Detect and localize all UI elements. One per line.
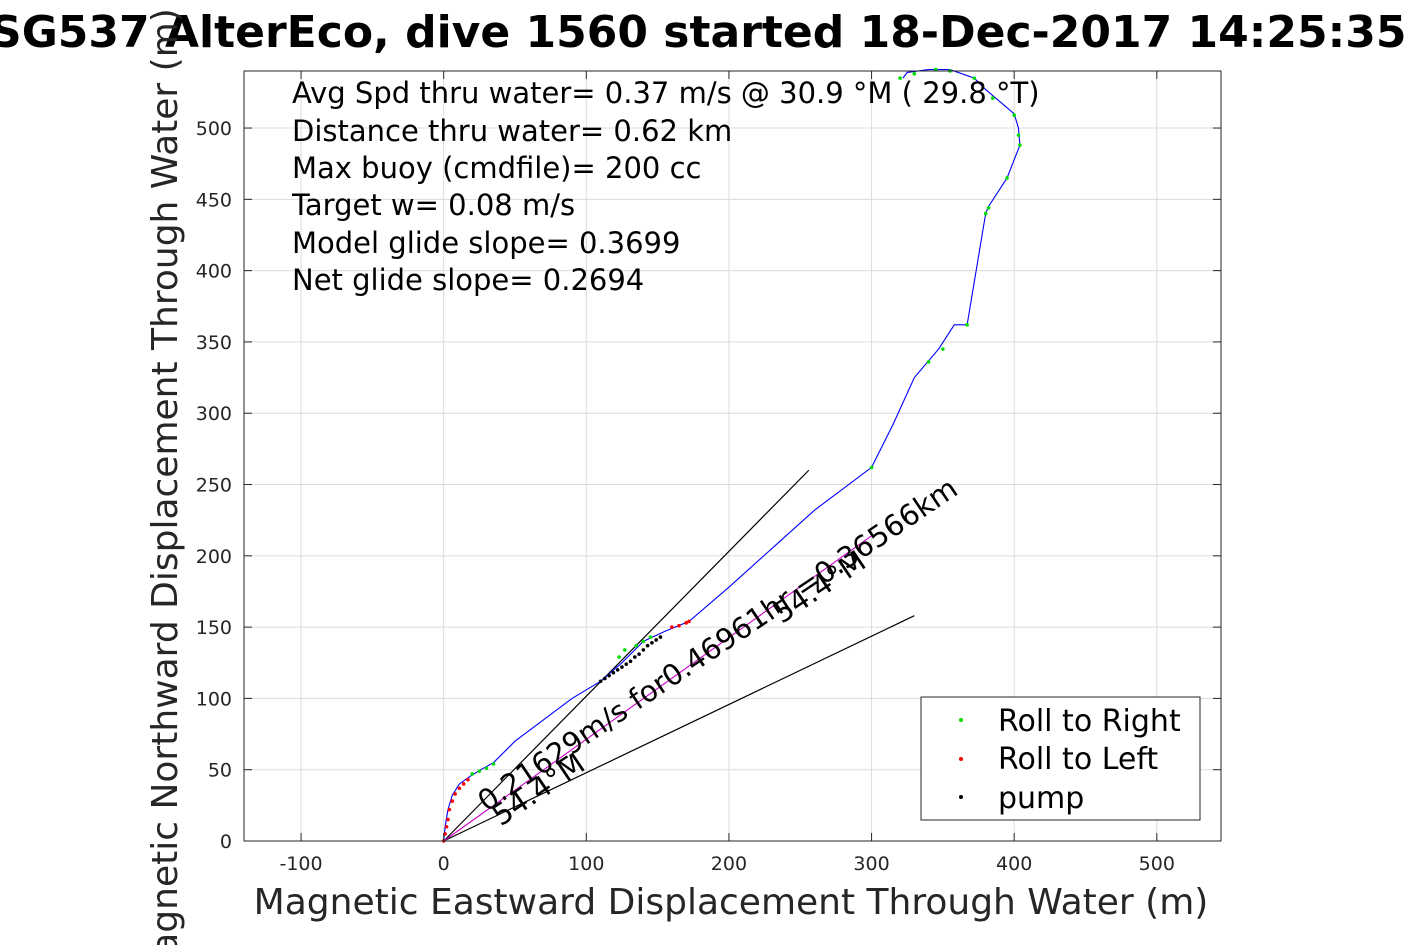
point-pump [611, 670, 616, 675]
chart-title: SG537 AlterEco, dive 1560 started 18-Dec… [0, 7, 1406, 58]
y-tick-label: 500 [196, 118, 232, 140]
point-roll-to-left [684, 621, 688, 625]
point-roll-to-right [1012, 113, 1016, 118]
point-roll-to-right [972, 76, 977, 80]
point-roll-to-right [983, 211, 988, 216]
point-pump [603, 676, 607, 681]
series-layer [441, 67, 1022, 843]
x-tick-label: -100 [279, 853, 322, 875]
point-roll-to-left [457, 786, 462, 791]
point-pump [641, 648, 646, 652]
y-tick-label: 300 [196, 403, 232, 425]
point-roll-to-right [491, 762, 496, 766]
legend: Roll to Right Roll to Left pump [920, 696, 1201, 821]
stat-avg-speed: Avg Spd thru water= 0.37 m/s @ 30.9 °M (… [292, 76, 1040, 110]
point-roll-to-right [641, 639, 646, 644]
stat-distance: Distance thru water= 0.62 km [292, 114, 732, 148]
y-axis-label: Magnetic Northward Displacement Through … [145, 8, 186, 945]
legend-label-roll-left: Roll to Left [998, 742, 1158, 777]
point-roll-to-right [470, 772, 475, 776]
point-roll-to-right [869, 465, 874, 470]
axes-box [243, 70, 1222, 842]
point-pump [658, 635, 663, 639]
y-tick-label: 450 [196, 189, 232, 211]
series-line-current [443, 535, 872, 842]
point-roll-to-left [444, 824, 449, 829]
point-roll-to-right [965, 323, 969, 327]
heading-line [443, 469, 810, 842]
point-pump [607, 673, 611, 678]
point-roll-to-left [461, 782, 466, 786]
point-pump [637, 652, 641, 657]
point-roll-to-right [1018, 143, 1022, 147]
x-tick-label: 200 [711, 853, 747, 875]
point-roll-to-left [447, 807, 452, 812]
heading-lines [443, 469, 915, 842]
point-roll-to-right [623, 648, 627, 652]
x-tick-label: 0 [438, 853, 450, 875]
point-roll-to-left [446, 817, 450, 822]
point-roll-to-right [648, 635, 653, 639]
y-tick-label: 400 [196, 261, 232, 283]
legend-label-roll-right: Roll to Right [998, 704, 1181, 739]
x-axis-label: Magnetic Eastward Displacement Through W… [254, 882, 1209, 923]
point-roll-to-left [687, 619, 691, 624]
point-pump [628, 659, 633, 664]
legend-marker-roll-right [959, 718, 963, 722]
point-roll-to-right [912, 72, 917, 76]
y-tick-label: 200 [196, 546, 232, 568]
legend-marker-pump [959, 795, 963, 799]
grid-lines [244, 71, 1221, 842]
y-tick-label: 100 [196, 688, 232, 710]
point-pump [624, 662, 629, 666]
point-roll-to-right [617, 655, 621, 659]
point-roll-to-right [1016, 133, 1021, 137]
point-roll-to-right [933, 67, 938, 72]
point-roll-to-left [670, 625, 674, 629]
y-tick-label: 0 [220, 831, 232, 853]
x-tick-label: 400 [996, 853, 1032, 875]
tick-layer: -100 0 100 200 300 400 500 0 50 100 150 200 250 300 35… [196, 71, 1221, 875]
legend-marker-roll-left [959, 757, 963, 761]
y-tick-label: 50 [208, 760, 232, 782]
x-tick-label: 500 [1139, 853, 1175, 875]
point-pump [645, 643, 650, 648]
y-tick-label: 350 [196, 332, 232, 354]
heading-line [443, 615, 915, 842]
point-pump [615, 668, 620, 672]
x-tick-label: 100 [568, 853, 604, 875]
stat-net-glide: Net glide slope= 0.2694 [292, 263, 644, 297]
point-roll-to-left [453, 792, 457, 796]
stat-max-buoy: Max buoy (cmdfile)= 200 cc [292, 151, 701, 185]
annotation-layer: 0.21629m/s for0.46961hr =0.36566km54.4°M… [471, 471, 963, 833]
y-tick-label: 250 [196, 475, 232, 497]
point-pump [620, 665, 624, 669]
point-roll-to-right [898, 76, 902, 80]
point-pump [654, 638, 658, 642]
point-roll-to-left [450, 799, 455, 803]
y-tick-label: 150 [196, 617, 232, 639]
stat-target-w: Target w= 0.08 m/s [291, 188, 575, 222]
point-roll-to-right [634, 643, 639, 648]
x-tick-label: 300 [853, 853, 889, 875]
point-roll-to-right [941, 347, 945, 351]
point-roll-to-left [677, 623, 681, 628]
stats-block: Avg Spd thru water= 0.37 m/s @ 30.9 °M (… [291, 76, 1040, 297]
point-roll-to-left [443, 832, 447, 836]
point-pump [633, 655, 637, 659]
legend-label-pump: pump [998, 781, 1084, 816]
point-roll-to-right [926, 360, 931, 364]
point-pump [650, 640, 654, 645]
point-roll-to-right [477, 769, 482, 773]
point-roll-to-left [466, 777, 470, 782]
legend-box [920, 696, 1201, 821]
point-roll-to-right [990, 96, 995, 100]
point-pump [598, 679, 603, 684]
point-roll-to-right [986, 206, 991, 210]
point-roll-to-right [484, 766, 489, 771]
point-roll-to-right [1005, 176, 1009, 180]
stat-model-glide: Model glide slope= 0.3699 [292, 226, 680, 260]
